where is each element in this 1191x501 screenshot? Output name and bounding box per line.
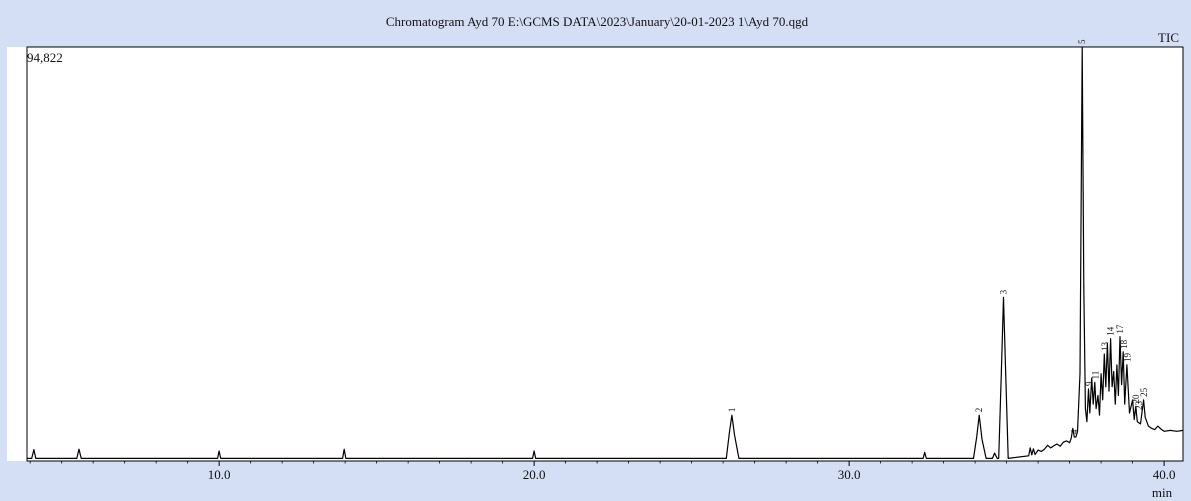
peak-label: 3 bbox=[998, 289, 1008, 294]
peak-label: 1 bbox=[727, 408, 737, 413]
y-max-label: 94,822 bbox=[27, 50, 63, 65]
plot-frame bbox=[26, 46, 1184, 462]
peak-label: 14 bbox=[1106, 326, 1116, 336]
chart-title: Chromatogram Ayd 70 E:\GCMS DATA\2023\Ja… bbox=[386, 14, 809, 29]
x-tick-label: 30.0 bbox=[838, 467, 861, 482]
peak-label: 2 bbox=[974, 408, 984, 413]
peak-label: 17 bbox=[1115, 324, 1125, 334]
x-axis: 10.0 20.0 30.0 40.0 bbox=[29, 461, 1176, 482]
peak-label: 11 bbox=[1090, 371, 1100, 380]
tic-trace bbox=[27, 46, 1184, 459]
peak-label: 20 bbox=[1131, 394, 1141, 404]
x-tick-label: 40.0 bbox=[1153, 467, 1176, 482]
peak-label: 9 bbox=[1084, 381, 1094, 386]
peak-label: 18 bbox=[1119, 339, 1129, 349]
peak-label: 4 bbox=[1069, 429, 1079, 434]
channel-label: TIC bbox=[1158, 30, 1179, 45]
peak-label: 23 bbox=[1134, 400, 1144, 410]
peak-label: 25 bbox=[1139, 387, 1149, 397]
peak-label: 5 bbox=[1077, 39, 1087, 44]
plot-background bbox=[7, 47, 1183, 461]
x-tick-label: 10.0 bbox=[208, 467, 231, 482]
x-tick-label: 20.0 bbox=[523, 467, 546, 482]
trace-layer bbox=[26, 46, 1184, 462]
x-axis-unit: min bbox=[1152, 485, 1173, 500]
peak-label: 19 bbox=[1123, 352, 1133, 362]
peak-label: 13 bbox=[1100, 342, 1110, 352]
